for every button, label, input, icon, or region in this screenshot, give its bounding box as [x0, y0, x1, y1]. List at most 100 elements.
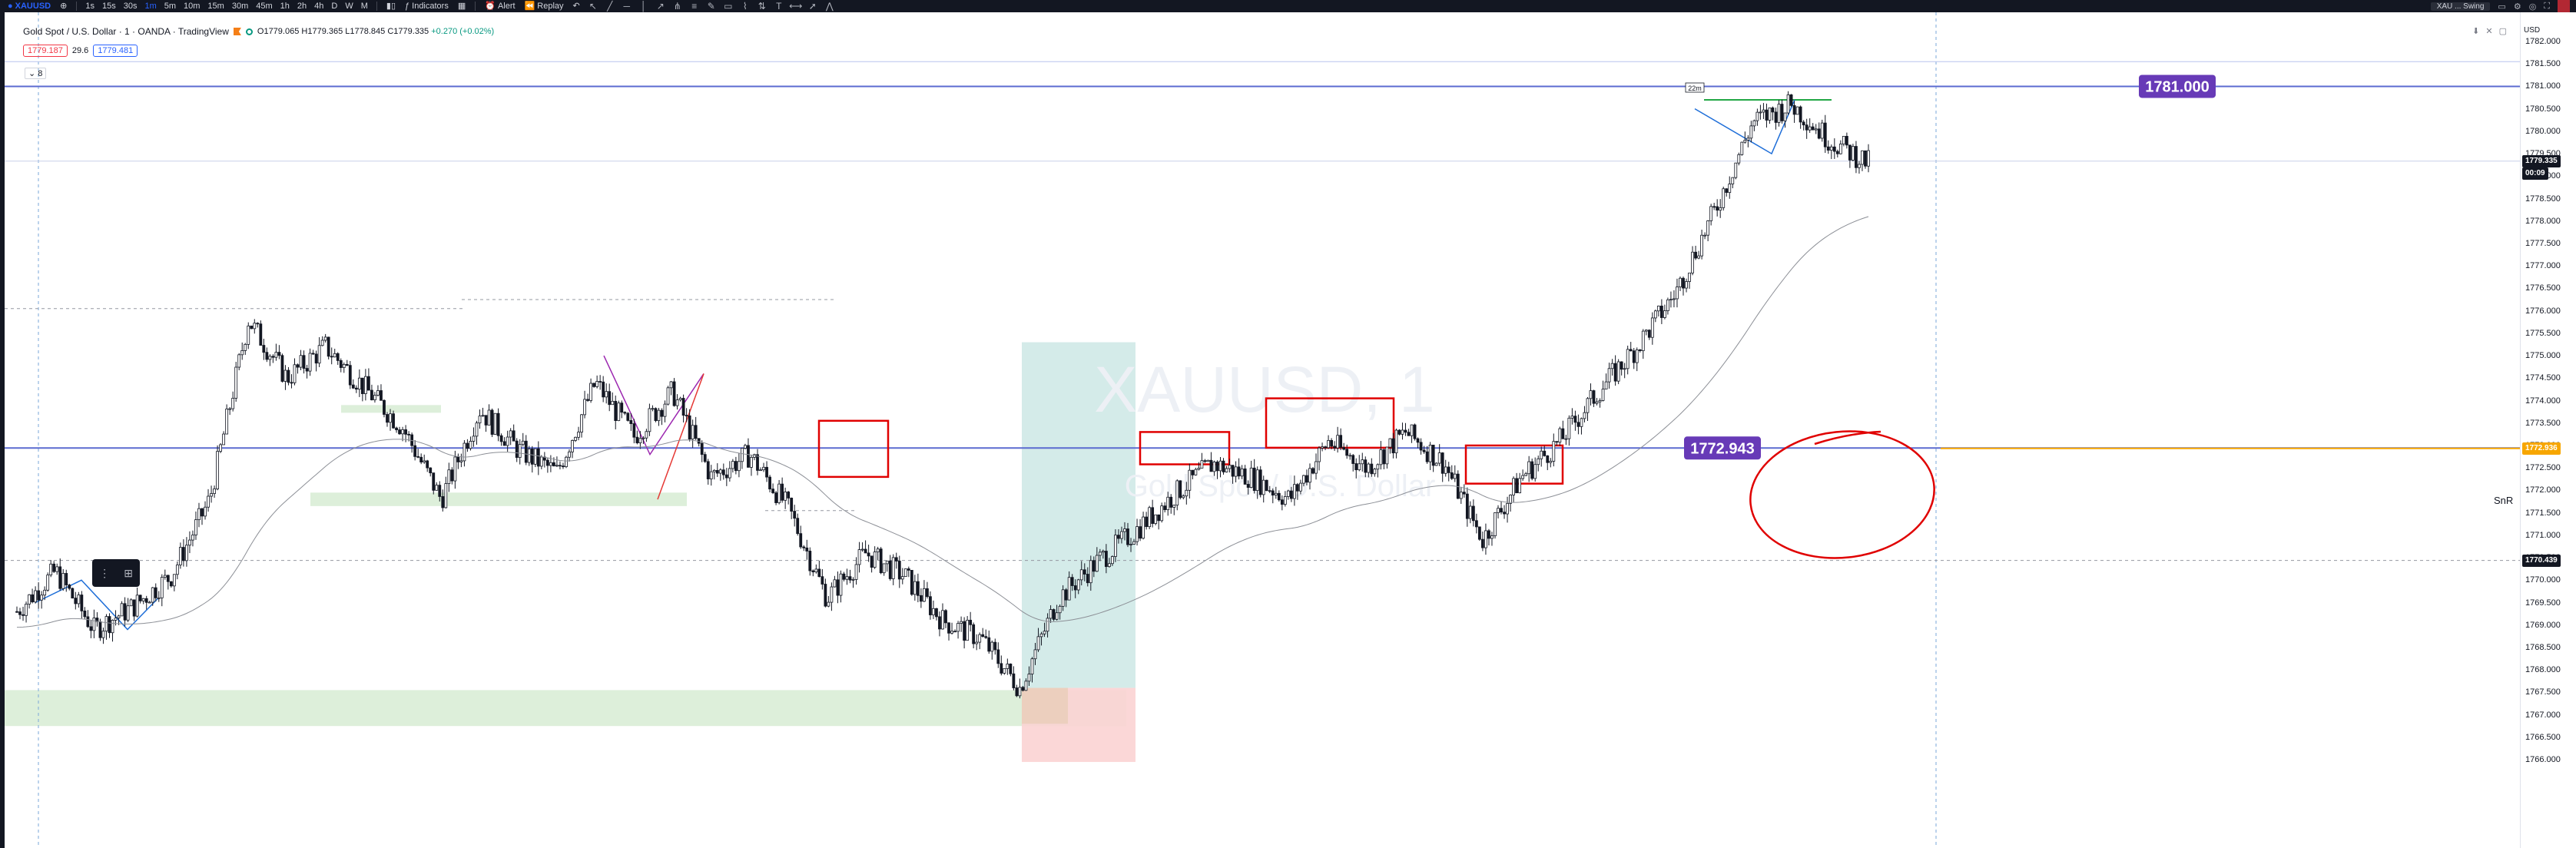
- candle-body: [1653, 310, 1657, 319]
- candle-body: [1731, 177, 1735, 184]
- fullscreen-icon[interactable]: ⛶: [2544, 1, 2550, 11]
- add-symbol-button[interactable]: ⊕: [60, 2, 68, 11]
- layout-icon[interactable]: ▭: [2498, 2, 2506, 12]
- symbol-search-button[interactable]: ● XAUUSD: [3, 0, 55, 12]
- candle-body: [148, 601, 151, 604]
- order-block-box[interactable]: [1139, 431, 1231, 465]
- interval-15m[interactable]: 15m: [207, 2, 224, 11]
- candle-body: [605, 391, 608, 398]
- candle-body: [413, 445, 417, 457]
- candle-body: [1330, 439, 1333, 447]
- interval-M[interactable]: M: [360, 2, 368, 11]
- order-block-box[interactable]: [1464, 444, 1564, 485]
- camera-icon[interactable]: ◎: [2528, 2, 2537, 12]
- candle-body: [348, 365, 352, 386]
- interval-5m[interactable]: 5m: [164, 2, 177, 11]
- candle-body: [768, 476, 771, 490]
- candle-body: [1835, 151, 1839, 154]
- publish-button[interactable]: [2558, 0, 2570, 12]
- candle-body: [545, 459, 549, 466]
- replay-button[interactable]: ⏪ Replay: [520, 0, 569, 12]
- candle-body: [953, 631, 956, 633]
- candle-body: [1345, 449, 1349, 456]
- price-tick: 1782.000: [2525, 37, 2561, 46]
- pattern-line[interactable]: [657, 373, 705, 500]
- highlight-circle[interactable]: [1744, 422, 1941, 567]
- interval-45m[interactable]: 45m: [256, 2, 273, 11]
- candle-body: [1348, 455, 1352, 457]
- order-block-box[interactable]: [817, 419, 890, 479]
- pattern-icon[interactable]: ⋀: [825, 1, 834, 12]
- sell-button[interactable]: 1779.187: [23, 45, 68, 57]
- grid-icon[interactable]: ⊞: [124, 566, 133, 579]
- pitchfork-icon[interactable]: ⋔: [673, 1, 681, 12]
- interval-1m[interactable]: 1m: [144, 2, 157, 11]
- candle-body: [1108, 563, 1111, 568]
- candle-body: [231, 398, 235, 409]
- drag-handle-icon[interactable]: ⋮: [99, 566, 111, 579]
- account-selector[interactable]: XAU ... Swing: [2430, 2, 2491, 11]
- interval-10m[interactable]: 10m: [184, 2, 201, 11]
- fib-icon[interactable]: ≡: [691, 1, 698, 12]
- candle-body: [373, 395, 376, 401]
- candle-body: [1015, 687, 1019, 697]
- candle-body: [1139, 526, 1142, 539]
- rectangle-icon[interactable]: ▭: [724, 1, 733, 12]
- candle-body: [1407, 432, 1411, 436]
- vertical-line-icon[interactable]: │: [641, 1, 647, 12]
- candle-body: [1401, 429, 1404, 435]
- close-icon[interactable]: ✕: [2485, 27, 2493, 36]
- interval-1s[interactable]: 1s: [85, 2, 94, 11]
- buy-button[interactable]: 1779.481: [93, 45, 138, 57]
- currency-selector[interactable]: USD: [2524, 26, 2541, 35]
- templates-button[interactable]: ▦: [453, 0, 470, 12]
- maximize-icon[interactable]: ▢: [2498, 27, 2507, 36]
- position-overlap: [1022, 687, 1068, 724]
- flag-icon[interactable]: [233, 28, 241, 35]
- interval-2h[interactable]: 2h: [297, 2, 307, 11]
- candle-body: [1154, 514, 1158, 524]
- interval-1h[interactable]: 1h: [280, 2, 290, 11]
- moving-average-line: [16, 216, 1869, 628]
- candle-body: [882, 563, 886, 574]
- candle-body: [311, 353, 315, 355]
- interval-15s[interactable]: 15s: [101, 2, 116, 11]
- price-label-1772[interactable]: 1772.943: [1684, 436, 1761, 460]
- ray-icon[interactable]: ↗: [656, 1, 665, 12]
- order-block-box[interactable]: [1265, 397, 1395, 449]
- alert-button[interactable]: ⏰ Alert: [480, 0, 519, 12]
- indicators-button[interactable]: ƒ Indicators: [400, 0, 453, 12]
- candle-body: [765, 466, 768, 478]
- cursor-icon[interactable]: ↖: [588, 1, 597, 12]
- interval-30s[interactable]: 30s: [123, 2, 138, 11]
- candle-body: [864, 548, 867, 554]
- candle-body: [1808, 126, 1812, 131]
- undo-button[interactable]: ↶: [569, 0, 585, 12]
- floating-drawing-toolbar[interactable]: ⋮ ⊞: [92, 559, 140, 587]
- interval-W[interactable]: W: [345, 2, 353, 11]
- arrow-down-icon[interactable]: ⬇: [2472, 27, 2480, 36]
- interval-30m[interactable]: 30m: [231, 2, 249, 11]
- chart-type-button[interactable]: ▮▯: [382, 0, 400, 12]
- horizontal-line-icon[interactable]: ─: [623, 1, 630, 12]
- candle-body: [268, 356, 272, 360]
- long-position-icon[interactable]: ⇅: [758, 1, 766, 12]
- path-icon[interactable]: ⌇: [742, 1, 748, 12]
- gear-icon[interactable]: ⚙: [2513, 2, 2521, 12]
- candle-body: [213, 489, 216, 494]
- arrow-icon[interactable]: ➚: [808, 1, 817, 12]
- interval-4h[interactable]: 4h: [314, 2, 324, 11]
- brush-icon[interactable]: ✎: [707, 1, 715, 12]
- measure-icon[interactable]: ⟷: [789, 1, 803, 12]
- price-label-1781[interactable]: 1781.000: [2139, 75, 2216, 98]
- candle-body: [308, 353, 312, 372]
- text-icon[interactable]: T: [776, 1, 782, 12]
- price-scale[interactable]: USD 1782.000 1781.500 1781.000 1780.500 1780…: [2520, 12, 2576, 848]
- pattern-line[interactable]: [603, 355, 705, 456]
- symbol-title[interactable]: Gold Spot / U.S. Dollar · 1 · OANDA · Tr…: [23, 26, 229, 37]
- candle-body: [74, 598, 78, 605]
- collapse-legend-button[interactable]: ⌄ 8: [25, 68, 47, 79]
- trend-line-icon[interactable]: ╱: [607, 1, 613, 12]
- interval-D[interactable]: D: [331, 2, 338, 11]
